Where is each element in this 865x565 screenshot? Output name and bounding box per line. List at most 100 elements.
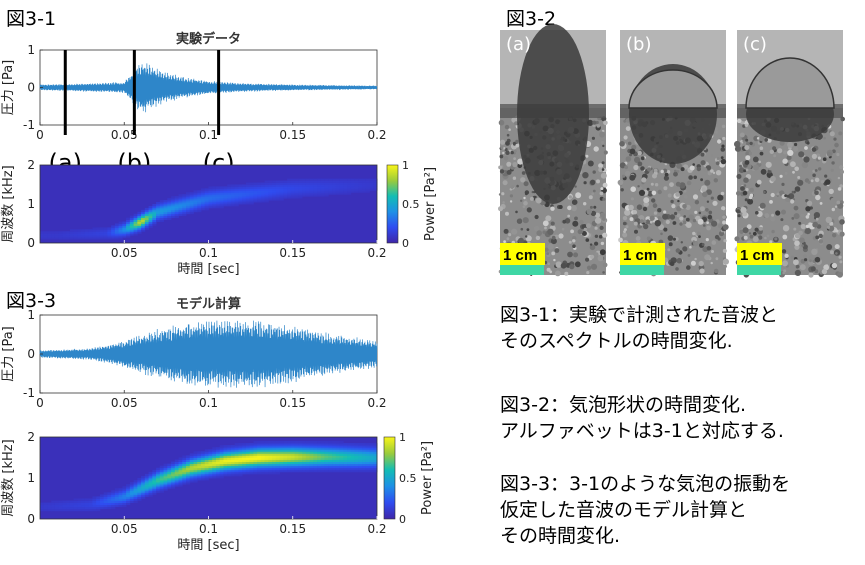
photo-grain: [635, 236, 641, 241]
exp-spectrum-heat-cell: [223, 186, 228, 189]
model-spectrum-heat-cell: [174, 484, 179, 487]
exp-spectrum-heat-cell: [204, 205, 209, 209]
exp-spectrum-heat-cell: [339, 188, 344, 191]
photo-grain: [546, 267, 551, 272]
photo-grain: [554, 248, 560, 253]
model-spectrum-heat-cell: [133, 482, 138, 485]
model-spectrum-heat-cell: [171, 465, 176, 469]
model-spectrum-heat-cell: [253, 453, 258, 456]
model-spectrum-heat-cell: [223, 445, 228, 448]
photo-grain: [602, 144, 605, 148]
model-spectrum-heat-cell: [212, 459, 217, 462]
model-spectrum-heat-cell: [253, 463, 258, 467]
exp-spectrum-heat-cell: [186, 198, 191, 201]
exp-spectrum-heat-cell: [167, 204, 172, 207]
exp-spectrum-heat-cell: [369, 186, 374, 189]
model-spectrum-heat-cell: [257, 461, 262, 465]
exp-spectrum-heat-cell: [148, 205, 153, 209]
photo-grain: [745, 151, 750, 156]
model-spectrum-heat-cell: [290, 455, 296, 458]
model-spectrum-heat-cell: [111, 506, 116, 510]
model-spectrum-heat-cell: [245, 457, 251, 460]
model-spectrum-heat-cell: [290, 465, 296, 469]
model-spectrum-heat-cell: [141, 480, 146, 483]
exp-spectrum-heat-cell: [171, 202, 176, 205]
photo-grain: [805, 206, 811, 212]
photo-grain: [508, 128, 511, 131]
model-spectrum-heat-cell: [275, 447, 281, 450]
photo-grain: [686, 180, 692, 186]
model-spectrum-heat-cell: [358, 459, 363, 462]
model-spectrum-heat-cell: [88, 502, 93, 506]
exp-spectrum-heat-cell: [242, 186, 247, 189]
model-spectrum-heat-cell: [309, 459, 314, 462]
photo-grain: [834, 244, 840, 250]
photo-grain: [794, 240, 800, 246]
exp-spectrum-heat-cell: [317, 178, 322, 181]
exp-spectrum-heat-cell: [358, 188, 363, 191]
exp-spectrum-heat-cell: [204, 198, 209, 201]
exp-spectrum-heat-cell: [309, 178, 314, 181]
photo-grain: [774, 237, 778, 241]
model-spectrum-heat-cell: [313, 453, 318, 456]
photo-grain: [579, 219, 584, 225]
model-spectrum-heat-cell: [163, 488, 168, 491]
photo-grain: [504, 124, 510, 130]
model-spectrum-heat-cell: [365, 455, 370, 458]
model-spectrum-heat-cell: [298, 463, 303, 467]
model-spectrum-heat-cell: [238, 469, 243, 473]
model-spectrum-xtick-label: 0.15: [279, 522, 306, 536]
photo-grain: [791, 190, 795, 194]
photo-grain: [825, 216, 832, 224]
exp-spectrum-colorbar-tick: 0.5: [402, 198, 420, 211]
model-spectrum-heat-cell: [193, 459, 198, 462]
photo-grain: [517, 158, 524, 165]
model-spectrum-heat-cell: [354, 455, 359, 458]
photo-grain: [676, 257, 683, 264]
model-spectrum-heat-cell: [268, 457, 273, 460]
exp-spectrum-heat-cell: [369, 178, 374, 181]
model-spectrum-heat-cell: [317, 463, 322, 467]
photo-grain: [787, 149, 794, 156]
model-spectrum-heat-cell: [313, 459, 318, 462]
photo-grain: [711, 240, 717, 245]
photo-grain: [583, 202, 587, 206]
model-spectrum-heat-cell: [347, 469, 352, 473]
model-spectrum-heat-cell: [148, 473, 153, 477]
exp-spectrum-heat-cell: [238, 202, 243, 205]
exp-spectrum-heat-cell: [272, 196, 277, 199]
model-spectrum-heat-cell: [324, 443, 329, 446]
model-spectrum-heat-cell: [204, 467, 209, 471]
model-spectrum-heat-cell: [317, 457, 322, 460]
model-spectrum-heat-cell: [174, 475, 179, 479]
model-spectrum-heat-cell: [171, 480, 176, 483]
exp-spectrum-heat-cell: [234, 188, 239, 191]
photo-grain: [737, 118, 742, 124]
exp-spectrum-heat-cell: [92, 231, 97, 234]
model-spectrum-heat-cell: [156, 478, 161, 481]
model-spectrum-heat-cell: [347, 455, 352, 458]
exp-spectrum-heat-cell: [287, 188, 292, 191]
model-spectrum-heat-cell: [272, 465, 277, 469]
exp-spectrum-heat-cell: [362, 190, 367, 193]
exp-spectrum-heat-cell: [242, 192, 247, 195]
model-spectrum-heat-cell: [317, 443, 322, 446]
exp-spectrum-heat-cell: [40, 237, 45, 240]
scale-label: 1 cm: [623, 247, 657, 264]
model-spectrum-heat-cell: [77, 498, 82, 501]
exp-spectrum-heat-cell: [212, 200, 217, 203]
exp-spectrum-heat-cell: [178, 209, 183, 213]
model-spectrum-heat-cell: [197, 461, 202, 465]
exp-spectrum-heat-cell: [58, 235, 63, 238]
photo-grain: [769, 240, 773, 244]
photo-grain: [697, 218, 704, 225]
exp-spectrum-heat-cell: [332, 184, 337, 187]
model-spectrum-heat-cell: [204, 469, 209, 473]
exp-spectrum-heat-cell: [290, 182, 296, 185]
model-spectrum-heat-cell: [328, 461, 333, 465]
exp-spectrum-heat-cell: [227, 200, 232, 203]
photo-grain: [820, 180, 825, 184]
exp-spectrum-heat-cell: [298, 178, 303, 181]
model-spectrum-heat-cell: [365, 459, 370, 462]
